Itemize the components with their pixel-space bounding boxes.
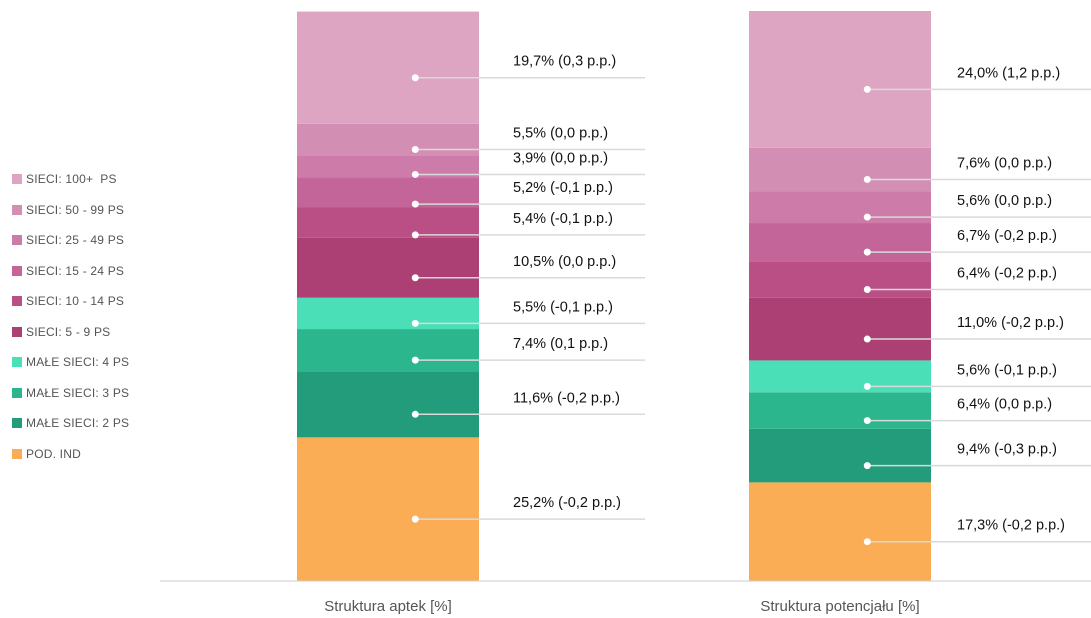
legend-swatch: [12, 204, 22, 215]
data-label: 5,6% (-0,1 p.p.): [957, 362, 1057, 378]
bar-segment: [749, 297, 931, 361]
bar-segment: [749, 482, 931, 581]
leader-dot: [863, 335, 871, 343]
bars-layer: [297, 11, 931, 581]
data-label: 6,7% (-0,2 p.p.): [957, 228, 1057, 244]
data-label: 25,2% (-0,2 p.p.): [513, 495, 621, 511]
bar-segment: [297, 207, 479, 238]
bar-segment: [297, 329, 479, 372]
leader-dot: [863, 248, 871, 256]
legend-swatch: [12, 418, 22, 429]
bar-segment: [749, 392, 931, 429]
legend-label: MAŁE SIECI: 2 PS: [26, 416, 130, 431]
leader-dot: [411, 356, 419, 364]
category-labels-layer: Struktura aptek [%] Struktura potencjału …: [324, 598, 919, 615]
leader-dot: [863, 417, 871, 425]
legend-item: SIECI: 15 - 24 PS: [12, 256, 129, 287]
data-label: 5,4% (-0,1 p.p.): [513, 211, 613, 227]
category-label: Struktura aptek [%]: [324, 598, 452, 615]
data-label: 11,0% (-0,2 p.p.): [957, 315, 1064, 331]
legend-item: MAŁE SIECI: 2 PS: [12, 408, 129, 439]
bar-segment: [749, 11, 931, 148]
bar-segment: [749, 223, 931, 262]
legend-item: SIECI: 10 - 14 PS: [12, 286, 129, 317]
data-label: 3,9% (0,0 p.p.): [513, 150, 608, 166]
legend-item: POD. IND: [12, 439, 129, 470]
legend-item: SIECI: 100+ PS: [12, 164, 129, 195]
bar-segment: [297, 177, 479, 208]
data-label: 24,0% (1,2 p.p.): [957, 65, 1060, 81]
leader-dot: [411, 170, 419, 178]
data-label: 11,6% (-0,2 p.p.): [513, 390, 620, 406]
leader-lines-layer: [411, 74, 1091, 546]
legend-swatch: [12, 296, 22, 307]
legend-label: SIECI: 10 - 14 PS: [26, 294, 125, 309]
data-label: 7,6% (0,0 p.p.): [957, 155, 1052, 171]
bar-segment: [297, 155, 479, 178]
legend-item: SIECI: 25 - 49 PS: [12, 225, 129, 256]
legend-label: MAŁE SIECI: 4 PS: [26, 355, 130, 370]
leader-dot: [411, 231, 419, 239]
legend-swatch: [12, 448, 22, 459]
legend-label: SIECI: 15 - 24 PS: [26, 263, 125, 278]
bar-segment: [749, 147, 931, 192]
bar-segment: [749, 261, 931, 298]
legend-swatch: [12, 235, 22, 246]
data-label: 5,5% (0,0 p.p.): [513, 126, 608, 142]
data-label: 17,3% (-0,2 p.p.): [957, 518, 1065, 534]
data-label: 6,4% (0,0 p.p.): [957, 397, 1052, 413]
leader-dot: [863, 85, 871, 93]
leader-dot: [863, 175, 871, 183]
category-label: Struktura potencjału [%]: [760, 598, 919, 615]
legend-item: SIECI: 50 - 99 PS: [12, 195, 129, 226]
bar-segment: [297, 437, 479, 581]
legend-label: SIECI: 100+ PS: [26, 172, 117, 187]
bar-segment: [297, 371, 479, 438]
leader-dot: [411, 515, 419, 523]
bar-segment: [749, 360, 931, 393]
legend-label: POD. IND: [26, 446, 81, 461]
leader-dot: [863, 285, 871, 293]
data-label: 9,4% (-0,3 p.p.): [957, 442, 1057, 458]
legend-swatch: [12, 326, 22, 337]
bar-segment: [749, 191, 931, 224]
legend-item: MAŁE SIECI: 3 PS: [12, 378, 129, 409]
data-label: 5,2% (-0,1 p.p.): [513, 180, 613, 196]
data-label: 19,7% (0,3 p.p.): [513, 54, 616, 70]
legend-item: SIECI: 5 - 9 PS: [12, 317, 129, 348]
data-label: 7,4% (0,1 p.p.): [513, 336, 608, 352]
legend-label: SIECI: 25 - 49 PS: [26, 233, 125, 248]
bar-segment: [749, 428, 931, 483]
data-label: 5,5% (-0,1 p.p.): [513, 299, 613, 315]
data-label: 5,6% (0,0 p.p.): [957, 193, 1052, 209]
leader-dot: [863, 382, 871, 390]
legend-swatch: [12, 174, 22, 185]
legend-item: MAŁE SIECI: 4 PS: [12, 347, 129, 378]
legend-swatch: [12, 357, 22, 368]
legend-swatch: [12, 387, 22, 398]
legend-label: SIECI: 50 - 99 PS: [26, 202, 125, 217]
leader-dot: [411, 410, 419, 418]
leader-dot: [863, 462, 871, 470]
leader-dot: [863, 538, 871, 546]
data-label: 6,4% (-0,2 p.p.): [957, 265, 1057, 281]
bar-segment: [297, 11, 479, 124]
data-labels-layer: 19,7% (0,3 p.p.) 5,5% (0,0 p.p.) 3,9% (0,0…: [513, 54, 1065, 534]
leader-dot: [411, 319, 419, 327]
legend: SIECI: 100+ PS SIECI: 50 - 99 PS SIECI: 25…: [12, 164, 129, 469]
legend-label: SIECI: 5 - 9 PS: [26, 324, 111, 339]
leader-dot: [411, 200, 419, 208]
data-label: 10,5% (0,0 p.p.): [513, 254, 616, 270]
bar-segment: [297, 297, 479, 330]
leader-dot: [411, 274, 419, 282]
legend-label: MAŁE SIECI: 3 PS: [26, 385, 130, 400]
leader-dot: [411, 74, 419, 82]
bar-segment: [297, 123, 479, 156]
leader-dot: [863, 213, 871, 221]
leader-dot: [411, 146, 419, 154]
bar-segment: [297, 237, 479, 298]
legend-swatch: [12, 265, 22, 276]
